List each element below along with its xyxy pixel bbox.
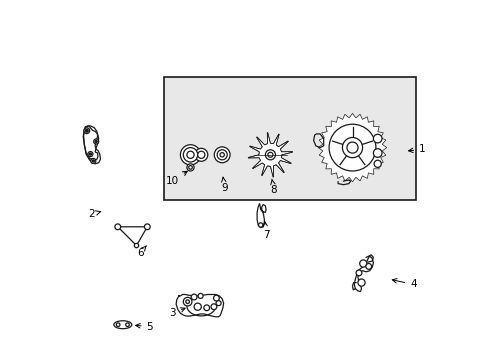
Circle shape	[267, 152, 272, 157]
Circle shape	[346, 142, 357, 153]
Circle shape	[91, 158, 96, 163]
Circle shape	[116, 323, 120, 327]
Circle shape	[217, 150, 227, 160]
Circle shape	[89, 153, 91, 155]
Circle shape	[373, 160, 381, 167]
Circle shape	[342, 138, 362, 158]
Text: 5: 5	[135, 321, 153, 332]
Circle shape	[213, 295, 219, 301]
Circle shape	[84, 128, 89, 134]
Circle shape	[198, 293, 203, 298]
Circle shape	[194, 303, 201, 310]
Circle shape	[265, 150, 275, 160]
Circle shape	[355, 270, 361, 276]
Circle shape	[144, 224, 150, 230]
Circle shape	[125, 323, 129, 327]
Circle shape	[197, 151, 204, 158]
Bar	[163, 77, 415, 200]
Circle shape	[216, 301, 221, 306]
Circle shape	[359, 260, 366, 267]
Circle shape	[88, 152, 93, 157]
Ellipse shape	[114, 321, 132, 329]
Circle shape	[211, 304, 216, 310]
Circle shape	[258, 223, 263, 227]
Text: 9: 9	[221, 177, 227, 193]
Text: 7: 7	[262, 222, 269, 240]
Circle shape	[180, 145, 200, 165]
Circle shape	[186, 151, 194, 158]
Circle shape	[203, 305, 209, 311]
Circle shape	[134, 243, 139, 248]
Circle shape	[92, 160, 94, 162]
Circle shape	[115, 224, 121, 230]
Circle shape	[95, 140, 97, 143]
Text: 8: 8	[270, 179, 277, 195]
Circle shape	[220, 153, 224, 157]
Polygon shape	[318, 113, 386, 182]
Circle shape	[183, 148, 197, 162]
Text: 10: 10	[165, 171, 187, 186]
Circle shape	[188, 166, 192, 169]
Circle shape	[191, 294, 197, 300]
Circle shape	[365, 264, 371, 269]
Circle shape	[214, 147, 230, 163]
Circle shape	[85, 129, 88, 132]
Circle shape	[373, 134, 381, 143]
Polygon shape	[248, 132, 292, 177]
Circle shape	[94, 139, 99, 144]
Circle shape	[357, 279, 365, 286]
Text: 4: 4	[391, 279, 416, 289]
Circle shape	[328, 124, 375, 171]
Circle shape	[185, 300, 189, 303]
Circle shape	[186, 164, 194, 171]
Text: 3: 3	[169, 308, 185, 318]
Text: 6: 6	[137, 246, 146, 258]
Text: 1: 1	[407, 144, 425, 154]
Circle shape	[373, 149, 381, 157]
Circle shape	[194, 148, 207, 161]
Circle shape	[183, 297, 192, 306]
Text: 2: 2	[88, 209, 101, 219]
